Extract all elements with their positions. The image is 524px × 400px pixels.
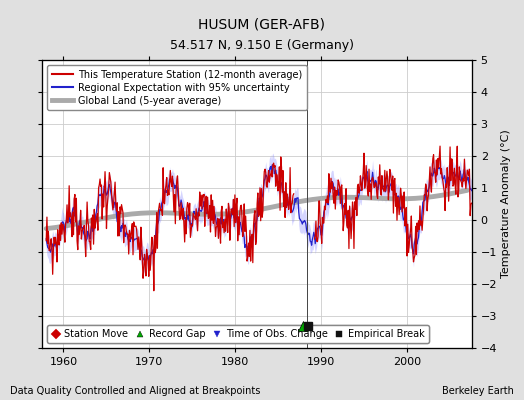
Text: Berkeley Earth: Berkeley Earth <box>442 386 514 396</box>
Text: Data Quality Controlled and Aligned at Breakpoints: Data Quality Controlled and Aligned at B… <box>10 386 261 396</box>
Text: HUSUM (GER-AFB): HUSUM (GER-AFB) <box>199 18 325 32</box>
Y-axis label: Temperature Anomaly (°C): Temperature Anomaly (°C) <box>501 130 511 278</box>
Text: 54.517 N, 9.150 E (Germany): 54.517 N, 9.150 E (Germany) <box>170 39 354 52</box>
Legend: Station Move, Record Gap, Time of Obs. Change, Empirical Break: Station Move, Record Gap, Time of Obs. C… <box>47 325 429 343</box>
